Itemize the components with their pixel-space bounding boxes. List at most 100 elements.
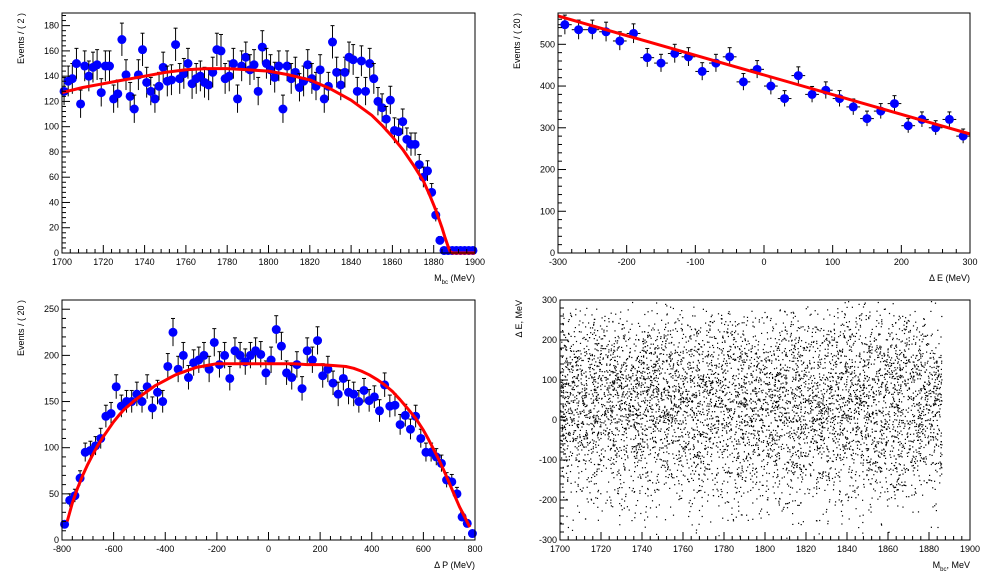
scatter-dot	[655, 427, 656, 428]
scatter-dot	[807, 436, 808, 437]
scatter-dot	[903, 485, 904, 486]
scatter-dot	[803, 452, 804, 453]
scatter-dot	[577, 377, 578, 378]
scatter-dot	[709, 418, 710, 419]
scatter-dot	[859, 449, 860, 450]
scatter-dot	[756, 498, 757, 499]
scatter-dot	[807, 331, 808, 332]
scatter-dot	[717, 343, 718, 344]
scatter-dot	[711, 415, 712, 416]
scatter-dot	[660, 431, 661, 432]
scatter-dot	[826, 446, 827, 447]
scatter-dot	[816, 483, 817, 484]
scatter-dot	[919, 393, 920, 394]
scatter-dot	[667, 460, 668, 461]
scatter-dot	[786, 413, 787, 414]
scatter-dot	[651, 310, 652, 311]
scatter-dot	[601, 348, 602, 349]
scatter-dot	[670, 507, 671, 508]
marker	[357, 57, 366, 66]
scatter-dot	[864, 365, 865, 366]
scatter-dot	[594, 483, 595, 484]
scatter-dot	[799, 505, 800, 506]
scatter-dot	[678, 423, 679, 424]
scatter-dot	[931, 301, 932, 302]
scatter-dot	[934, 396, 935, 397]
scatter-dot	[722, 467, 723, 468]
scatter-dot	[785, 311, 786, 312]
scatter-dot	[581, 471, 582, 472]
scatter-dot	[741, 401, 742, 402]
scatter-dot	[822, 473, 823, 474]
scatter-dot	[940, 397, 941, 398]
scatter-dot	[763, 349, 764, 350]
scatter-dot	[847, 307, 848, 308]
scatter-dot	[571, 483, 572, 484]
scatter-dot	[574, 397, 575, 398]
scatter-dot	[772, 444, 773, 445]
scatter-dot	[587, 487, 588, 488]
scatter-dot	[565, 409, 566, 410]
scatter-dot	[879, 392, 880, 393]
scatter-dot	[933, 358, 934, 359]
scatter-dot	[667, 381, 668, 382]
scatter-dot	[722, 454, 723, 455]
scatter-dot	[679, 320, 680, 321]
scatter-dot	[869, 377, 870, 378]
scatter-dot	[901, 341, 902, 342]
scatter-dot	[636, 375, 637, 376]
scatter-dot	[563, 384, 564, 385]
scatter-dot	[561, 390, 562, 391]
scatter-dot	[798, 429, 799, 430]
scatter-dot	[935, 374, 936, 375]
scatter-dot	[811, 344, 812, 345]
scatter-dot	[792, 419, 793, 420]
scatter-dot	[918, 416, 919, 417]
scatter-dot	[583, 405, 584, 406]
scatter-dot	[803, 347, 804, 348]
scatter-dot	[927, 401, 928, 402]
scatter-dot	[913, 393, 914, 394]
data-point	[278, 95, 287, 123]
scatter-dot	[566, 358, 567, 359]
scatter-dot	[941, 316, 942, 317]
scatter-dot	[621, 410, 622, 411]
scatter-dot	[939, 430, 940, 431]
scatter-dot	[793, 357, 794, 358]
scatter-dot	[644, 314, 645, 315]
scatter-dot	[769, 389, 770, 390]
marker	[261, 368, 270, 377]
scatter-dot	[563, 369, 564, 370]
scatter-dot	[800, 502, 801, 503]
scatter-dot	[918, 390, 919, 391]
scatter-dot	[939, 401, 940, 402]
scatter-dot	[701, 434, 702, 435]
scatter-dot	[577, 408, 578, 409]
data-point	[188, 69, 197, 99]
scatter-dot	[885, 477, 886, 478]
scatter-dot	[886, 468, 887, 469]
scatter-dot	[746, 359, 747, 360]
scatter-dot	[618, 470, 619, 471]
x-tick-label: 1820	[300, 257, 320, 267]
data-point	[179, 342, 188, 368]
scatter-dot	[865, 434, 866, 435]
scatter-dot	[829, 478, 830, 479]
scatter-dot	[635, 428, 636, 429]
scatter-dot	[802, 326, 803, 327]
scatter-dot	[604, 394, 605, 395]
scatter-dot	[563, 454, 564, 455]
data-point	[250, 50, 259, 80]
scatter-dot	[658, 360, 659, 361]
scatter-dot	[901, 451, 902, 452]
scatter-dot	[577, 358, 578, 359]
scatter-dot	[732, 331, 733, 332]
scatter-dot	[824, 490, 825, 491]
scatter-dot	[650, 438, 651, 439]
scatter-dot	[854, 370, 855, 371]
scatter-dot	[756, 476, 757, 477]
scatter-dot	[903, 422, 904, 423]
scatter-dot	[913, 397, 914, 398]
data-point	[468, 529, 477, 538]
scatter-dot	[828, 372, 829, 373]
